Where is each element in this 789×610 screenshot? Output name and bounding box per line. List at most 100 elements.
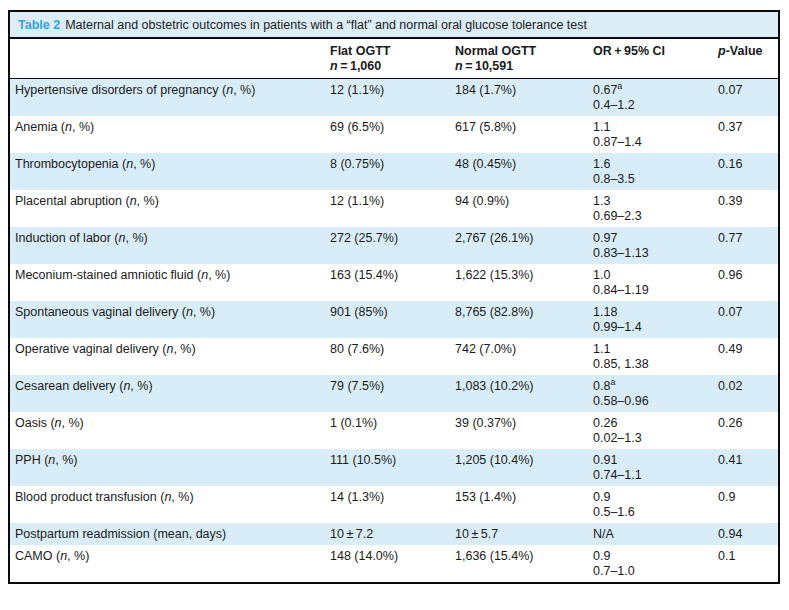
outcome-label: Spontaneous vaginal delivery (n, %) [10,301,330,338]
normal-ogtt-value: 1,636 (15.4%) [455,545,593,582]
ci-value: 0.99–1.4 [593,320,718,335]
table-body: Hypertensive disorders of pregnancy (n, … [10,79,778,583]
or-ci-cell: 1.6 0.8–3.5 [593,153,718,190]
or-ci-cell: 1.0 0.84–1.19 [593,264,718,301]
table-row: Spontaneous vaginal delivery (n, %) 901 … [10,301,778,338]
flat-ogtt-value: 69 (6.5%) [330,116,455,153]
normal-ogtt-value: 48 (0.45%) [455,153,593,190]
outcome-label: Thrombocytopenia (n, %) [10,153,330,190]
flat-ogtt-value: 901 (85%) [330,301,455,338]
normal-ogtt-value: 2,767 (26.1%) [455,227,593,264]
or-value: 0.8a [593,379,718,394]
outcome-label: Anemia (n, %) [10,116,330,153]
flat-ogtt-value: 272 (25.7%) [330,227,455,264]
outcome-label: Placental abruption (n, %) [10,190,330,227]
flat-ogtt-value: 10 ± 7.2 [330,523,455,545]
table-row: Blood product transfusion (n, %) 14 (1.3… [10,486,778,523]
or-value: 1.1 [593,342,718,357]
or-value: 0.91 [593,453,718,468]
table-row: Postpartum readmission (mean, days) 10 ±… [10,523,778,545]
or-ci-cell: N/A [593,523,718,545]
outcome-label: Cesarean delivery (n, %) [10,375,330,412]
table-row: Placental abruption (n, %) 12 (1.1%) 94 … [10,190,778,227]
outcome-label: Operative vaginal delivery (n, %) [10,338,330,375]
p-value: 0.37 [718,116,778,153]
ci-value: 0.58–0.96 [593,394,718,409]
or-value: 0.67a [593,83,718,98]
flat-ogtt-value: 163 (15.4%) [330,264,455,301]
or-ci-cell: 1.18 0.99–1.4 [593,301,718,338]
ci-value: 0.83–1.13 [593,246,718,261]
or-ci-cell: 1.1 0.87–1.4 [593,116,718,153]
or-value: 0.26 [593,416,718,431]
ci-value: 0.84–1.19 [593,283,718,298]
normal-ogtt-value: 10 ± 5.7 [455,523,593,545]
caption-tag: Table 2 [18,18,60,32]
or-value: 1.18 [593,305,718,320]
or-ci-cell: 0.67a 0.4–1.2 [593,79,718,117]
or-ci-cell: 0.91 0.74–1.1 [593,449,718,486]
flat-ogtt-value: 12 (1.1%) [330,79,455,117]
column-header-outcome [10,39,330,79]
flat-ogtt-value: 79 (7.5%) [330,375,455,412]
or-ci-cell: 1.3 0.69–2.3 [593,190,718,227]
ci-value: 0.8–3.5 [593,172,718,187]
table-row: PPH (n, %) 111 (10.5%) 1,205 (10.4%) 0.9… [10,449,778,486]
or-value: 1.3 [593,194,718,209]
ci-value: 0.74–1.1 [593,468,718,483]
normal-ogtt-value: 742 (7.0%) [455,338,593,375]
p-value: 0.07 [718,301,778,338]
normal-ogtt-value: 39 (0.37%) [455,412,593,449]
ci-value: 0.87–1.4 [593,135,718,150]
flat-ogtt-value: 8 (0.75%) [330,153,455,190]
flat-ogtt-value: 111 (10.5%) [330,449,455,486]
table-row: Anemia (n, %) 69 (6.5%) 617 (5.8%) 1.1 0… [10,116,778,153]
or-value: 1.0 [593,268,718,283]
header-row: Flat OGTT n = 1,060 Normal OGTT n = 10,5… [10,39,778,79]
p-value: 0.41 [718,449,778,486]
or-ci-cell: 0.97 0.83–1.13 [593,227,718,264]
ci-value: 0.02–1.3 [593,431,718,446]
data-table: Flat OGTT n = 1,060 Normal OGTT n = 10,5… [10,39,778,582]
table-row: Cesarean delivery (n, %) 79 (7.5%) 1,083… [10,375,778,412]
or-ci-cell: 0.9 0.5–1.6 [593,486,718,523]
or-ci-cell: 0.26 0.02–1.3 [593,412,718,449]
p-value: 0.16 [718,153,778,190]
or-ci-cell: 0.8a 0.58–0.96 [593,375,718,412]
column-header-normal-ogtt: Normal OGTT n = 10,591 [455,39,593,79]
flat-ogtt-value: 14 (1.3%) [330,486,455,523]
outcome-label: PPH (n, %) [10,449,330,486]
ci-value: 0.7–1.0 [593,564,718,579]
outcomes-table: Table 2 Maternal and obstetric outcomes i… [8,10,780,584]
normal-ogtt-value: 1,622 (15.3%) [455,264,593,301]
or-ci-cell: 0.9 0.7–1.0 [593,545,718,582]
flat-ogtt-value: 80 (7.6%) [330,338,455,375]
p-value: 0.07 [718,79,778,117]
ci-value: 0.85, 1.38 [593,357,718,372]
table-row: Oasis (n, %) 1 (0.1%) 39 (0.37%) 0.26 0.… [10,412,778,449]
p-value: 0.9 [718,486,778,523]
outcome-label: Hypertensive disorders of pregnancy (n, … [10,79,330,117]
or-value: N/A [593,527,718,542]
flat-ogtt-value: 1 (0.1%) [330,412,455,449]
flat-ogtt-value: 148 (14.0%) [330,545,455,582]
outcome-label: CAMO (n, %) [10,545,330,582]
table-row: CAMO (n, %) 148 (14.0%) 1,636 (15.4%) 0.… [10,545,778,582]
flat-ogtt-value: 12 (1.1%) [330,190,455,227]
outcome-label: Oasis (n, %) [10,412,330,449]
or-value: 0.9 [593,549,718,564]
p-value: 0.02 [718,375,778,412]
or-value: 1.1 [593,120,718,135]
p-value: 0.94 [718,523,778,545]
normal-ogtt-value: 1,205 (10.4%) [455,449,593,486]
normal-ogtt-value: 617 (5.8%) [455,116,593,153]
p-value: 0.1 [718,545,778,582]
table-row: Meconium-stained amniotic fluid (n, %) 1… [10,264,778,301]
column-header-p-value: p-Value [718,39,778,79]
table-row: Induction of labor (n, %) 272 (25.7%) 2,… [10,227,778,264]
or-value: 1.6 [593,157,718,172]
caption-text: Maternal and obstetric outcomes in patie… [65,18,587,32]
ci-value: 0.69–2.3 [593,209,718,224]
outcome-label: Postpartum readmission (mean, days) [10,523,330,545]
p-value: 0.26 [718,412,778,449]
